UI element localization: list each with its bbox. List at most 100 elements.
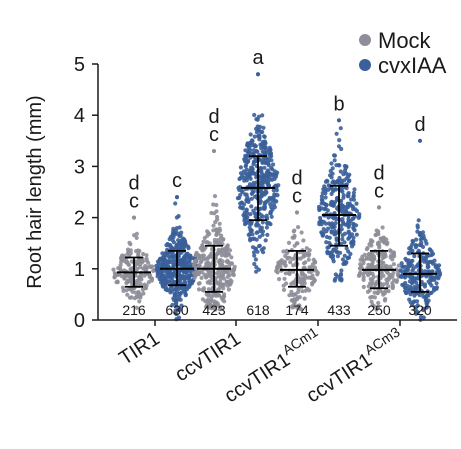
data-point — [390, 285, 395, 290]
data-point — [214, 202, 219, 208]
sample-size-label: 320 — [408, 302, 432, 318]
data-point — [420, 282, 425, 287]
data-point — [340, 257, 345, 262]
data-point — [227, 282, 233, 287]
data-point — [131, 215, 137, 220]
data-point — [406, 258, 411, 263]
data-point — [136, 290, 141, 295]
data-point — [247, 225, 252, 230]
data-point — [176, 214, 181, 219]
data-point — [194, 250, 199, 255]
data-point — [264, 199, 269, 204]
data-point — [299, 230, 304, 235]
data-point — [214, 232, 219, 237]
data-point — [334, 131, 339, 136]
data-point — [237, 176, 242, 182]
data-point — [211, 148, 217, 154]
data-point — [351, 197, 357, 202]
group-superscript: ACm1 — [279, 323, 321, 358]
data-point — [211, 202, 216, 207]
data-point — [301, 251, 306, 256]
data-point — [320, 233, 325, 238]
x-tick-label: ccvTIR1 — [171, 328, 244, 386]
data-point — [266, 160, 271, 165]
significance-letter: a — [252, 47, 264, 69]
data-point — [127, 274, 132, 279]
data-point — [264, 225, 269, 230]
data-point — [338, 271, 344, 277]
data-point — [403, 264, 408, 269]
data-point — [373, 282, 378, 287]
data-point — [174, 243, 179, 248]
data-point — [162, 257, 167, 262]
data-point — [426, 279, 431, 284]
data-point — [144, 253, 149, 258]
data-point — [386, 289, 391, 294]
data-point — [293, 292, 298, 297]
data-point — [342, 163, 347, 169]
data-point — [265, 180, 271, 185]
data-point — [174, 195, 180, 200]
data-point — [339, 268, 344, 273]
data-point — [192, 275, 197, 280]
data-point — [271, 162, 276, 167]
data-point — [260, 214, 266, 219]
data-point — [349, 241, 354, 246]
data-point — [326, 215, 331, 220]
data-point — [342, 261, 347, 266]
data-point — [245, 215, 250, 220]
data-point — [338, 169, 343, 174]
data-point — [309, 264, 314, 270]
data-point — [417, 138, 423, 143]
data-point — [251, 152, 256, 157]
data-point — [204, 261, 209, 266]
data-point — [361, 275, 366, 280]
data-point — [262, 165, 267, 170]
data-point — [260, 232, 265, 237]
data-point — [329, 202, 334, 207]
data-point — [414, 264, 419, 269]
data-point — [350, 216, 356, 221]
y-tick-label: 5 — [74, 54, 85, 76]
data-point — [220, 259, 225, 264]
data-point — [418, 231, 423, 236]
group-superscript: ACm3 — [361, 323, 403, 358]
significance-letter: c — [374, 180, 384, 202]
data-point — [361, 284, 366, 290]
data-point — [163, 281, 168, 286]
data-point — [336, 118, 342, 123]
data-point — [134, 235, 139, 240]
data-point — [201, 286, 206, 291]
data-point — [167, 258, 172, 263]
data-point — [258, 229, 263, 234]
data-point — [436, 268, 442, 273]
data-point — [265, 232, 270, 237]
data-point — [196, 287, 202, 292]
data-point — [384, 280, 390, 286]
data-point — [292, 297, 297, 302]
data-point — [207, 269, 212, 274]
data-point — [290, 256, 295, 261]
data-point — [163, 287, 168, 292]
data-point — [290, 304, 295, 309]
data-point — [215, 251, 220, 256]
data-point — [244, 197, 249, 202]
data-point — [339, 223, 344, 228]
data-point — [360, 257, 365, 262]
data-point — [263, 238, 268, 243]
data-point — [255, 249, 260, 254]
data-point — [351, 194, 356, 199]
data-point — [302, 281, 307, 286]
data-point — [429, 290, 434, 295]
data-point — [178, 274, 183, 279]
data-point — [376, 205, 382, 210]
data-point — [277, 277, 282, 282]
data-point — [400, 264, 405, 269]
data-point — [415, 223, 420, 228]
data-point — [135, 294, 140, 300]
data-point — [227, 264, 232, 269]
data-point — [333, 272, 338, 277]
data-point — [257, 124, 263, 129]
data-point — [257, 133, 262, 138]
data-point — [335, 254, 340, 259]
